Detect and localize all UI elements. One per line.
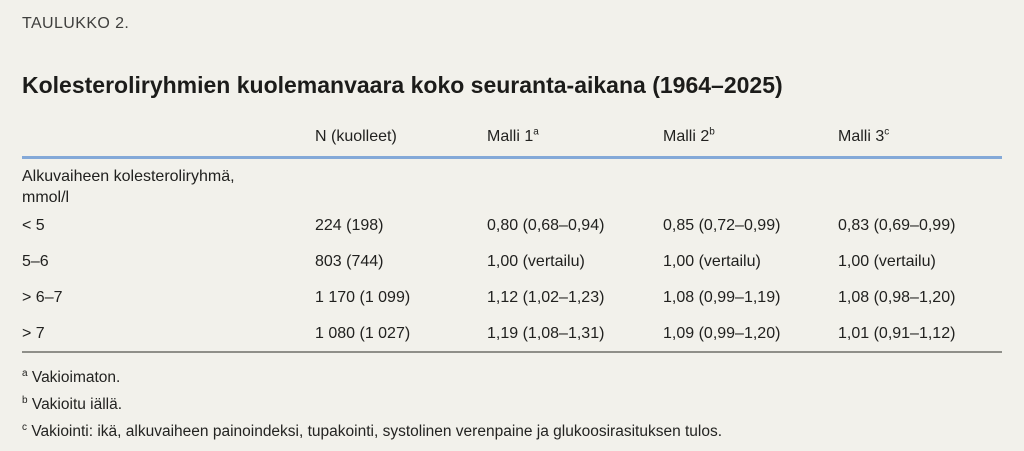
table-row: > 6–7 1 170 (1 099) 1,12 (1,02–1,23) 1,0… [22,280,1002,316]
group-header-line2: mmol/l [22,189,70,206]
cell-malli-1: 0,80 (0,68–0,94) [487,217,605,234]
cell-malli-1: 1,00 (vertailu) [487,253,585,270]
cell-malli-2: 1,00 (vertailu) [663,253,761,270]
group-header-cell: Alkuvaiheen kolesteroliryhmä, mmol/l [22,158,1002,209]
table-row: > 7 1 080 (1 027) 1,19 (1,08–1,31) 1,09 … [22,316,1002,353]
cell-malli-3: 1,01 (0,91–1,12) [838,316,1002,353]
cell-malli-3: 1,00 (vertailu) [838,253,936,270]
cell-malli-3: 0,83 (0,69–0,99) [838,217,956,234]
header-sup: c [884,126,890,138]
cell-malli-3: 1,08 (0,98–1,20) [838,289,956,306]
header-label: Malli 1 [487,128,534,145]
footnote: b Vakioitu iällä. [22,391,1002,418]
header-cell-blank [22,99,315,159]
header-cell-malli-1: Malli 1a [487,99,663,159]
cell-n: 803 (744) [315,253,384,270]
cell-malli-2: 0,85 (0,72–0,99) [663,217,781,234]
row-label: > 6–7 [22,289,63,306]
page-title: Kolesteroliryhmien kuolemanvaara koko se… [22,72,783,98]
group-header-row: Alkuvaiheen kolesteroliryhmä, mmol/l [22,158,1002,209]
header-label: N (kuolleet) [315,128,397,145]
row-label: < 5 [22,217,45,234]
header-cell-malli-2: Malli 2b [663,99,838,159]
footnote-text: Vakioitu iällä. [31,396,123,413]
footnote: a Vakioimaton. [22,364,1002,391]
footnote-text: Vakiointi: ikä, alkuvaiheen painoindeksi… [31,423,723,440]
header-label: Malli 2 [663,128,710,145]
header-row: N (kuolleet) Malli 1a Malli 2b Malli 3c [22,99,1002,159]
table-row: < 5 224 (198) 0,80 (0,68–0,94) 0,85 (0,7… [22,208,1002,244]
footnotes: a Vakioimaton. b Vakioitu iällä. c Vakio… [22,364,1002,445]
header-cell-malli-3: Malli 3c [838,99,1002,159]
table-row: 5–6 803 (744) 1,00 (vertailu) 1,00 (vert… [22,244,1002,280]
header-sup: a [533,126,539,138]
header-cell-n-kuolleet: N (kuolleet) [315,99,487,159]
cell-n: 224 (198) [315,217,384,234]
table-kicker: TAULUKKO 2. [22,15,130,32]
cell-malli-2: 1,08 (0,99–1,19) [663,289,781,306]
cell-malli-2: 1,09 (0,99–1,20) [663,316,838,353]
footnote-marker: c [22,421,27,433]
header-sup: b [709,126,715,138]
header-label: Malli 3 [838,128,885,145]
row-label: > 7 [22,316,315,353]
group-header-line1: Alkuvaiheen kolesteroliryhmä, [22,168,235,185]
cell-malli-1: 1,19 (1,08–1,31) [487,316,663,353]
cell-malli-1: 1,12 (1,02–1,23) [487,289,605,306]
cholesterol-mortality-table: N (kuolleet) Malli 1a Malli 2b Malli 3c … [22,99,1002,353]
cell-n: 1 080 (1 027) [315,316,487,353]
footnote-marker: a [22,367,28,379]
row-label: 5–6 [22,253,49,270]
footnote-marker: b [22,394,28,406]
footnote-text: Vakioimaton. [31,369,121,386]
cell-n: 1 170 (1 099) [315,289,411,306]
footnote: c Vakiointi: ikä, alkuvaiheen painoindek… [22,418,1002,445]
